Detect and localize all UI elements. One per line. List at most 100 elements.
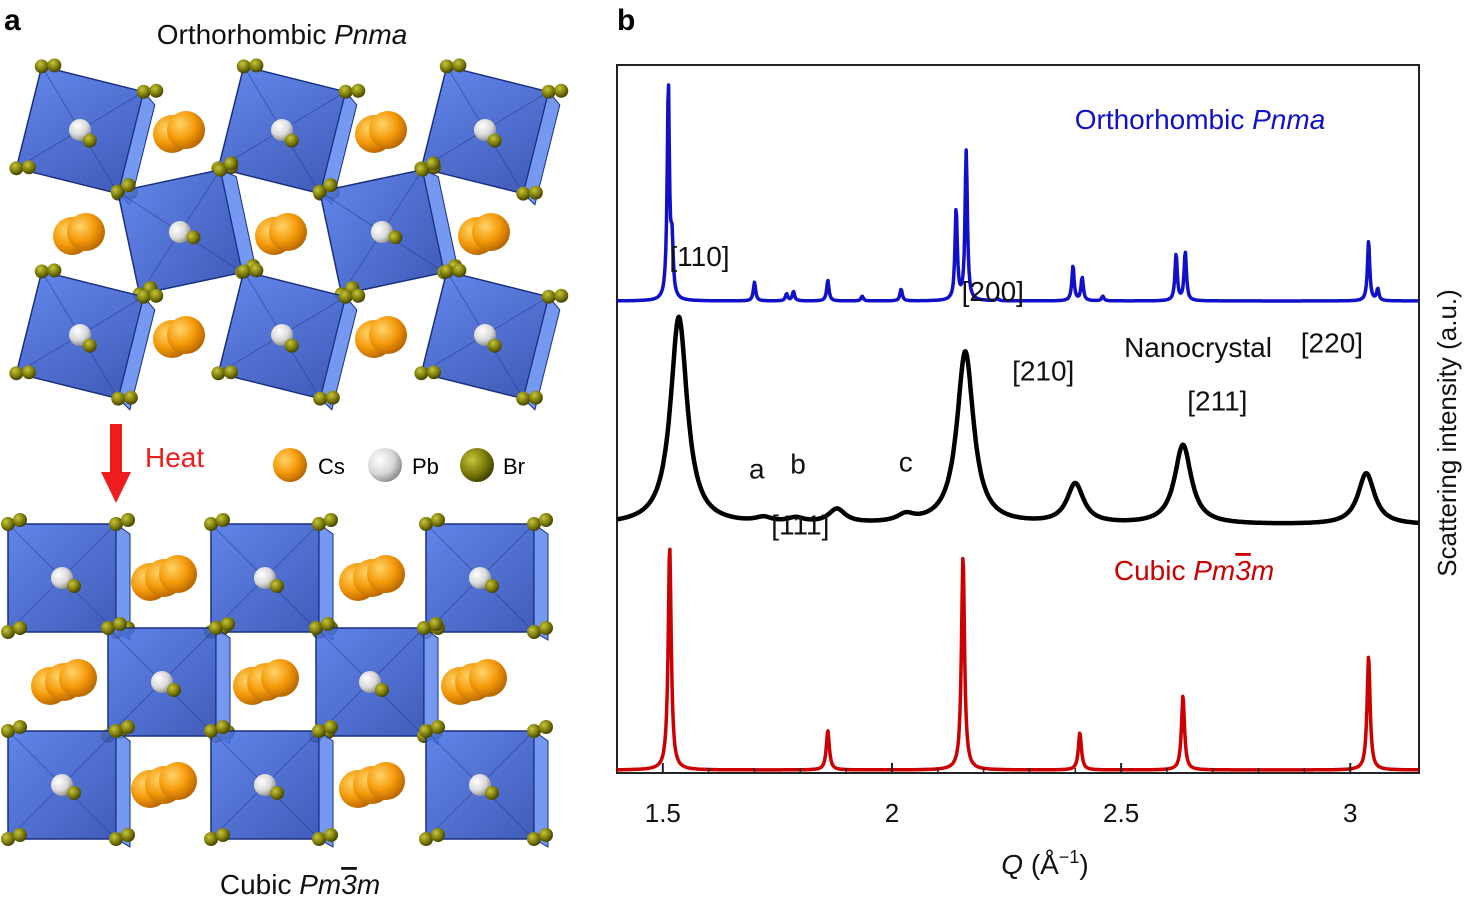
x-tick-label: 1.5: [645, 798, 681, 828]
br-atom: [82, 133, 97, 148]
br-atom: [1, 625, 15, 639]
cs-legend-icon: [273, 448, 307, 482]
br-atom: [516, 391, 531, 406]
cs-atom: [159, 555, 197, 593]
br-atom: [325, 390, 340, 405]
legend-label-br: Br: [503, 454, 525, 479]
br-atom: [313, 391, 328, 406]
top-title-prefix: Orthorhombic: [157, 19, 334, 50]
panel-a-top-title: Orthorhombic Pnma: [157, 19, 408, 50]
pbbr6-octahedron: [110, 156, 261, 302]
br-atom: [270, 786, 284, 800]
series-line-cubic: [615, 547, 1420, 772]
pbbr6-octahedron: [211, 263, 366, 411]
cs-atom: [159, 762, 197, 800]
br-atom: [527, 625, 541, 639]
br-atom: [485, 786, 499, 800]
peak-annotation: [210]: [1012, 355, 1074, 386]
cs-atom: [469, 659, 507, 697]
cs-atom: [472, 213, 510, 251]
cs-atom: [167, 316, 205, 354]
pbbr6-octahedron: [204, 720, 338, 848]
br-atom: [204, 517, 218, 531]
pbbr6-octahedron: [419, 720, 553, 848]
br-atom: [13, 621, 27, 635]
br-atom: [67, 579, 81, 593]
br-atom: [321, 617, 335, 631]
br-atom: [123, 390, 138, 405]
br-atom: [9, 366, 24, 381]
heat-arrow: [101, 424, 131, 503]
br-atom: [541, 84, 556, 99]
br-atom: [541, 289, 556, 304]
br-atom: [209, 621, 223, 635]
cs-atom: [369, 111, 407, 149]
cubic-label-m: m: [1251, 555, 1274, 586]
br-atom: [539, 828, 553, 842]
br-atom: [136, 84, 151, 99]
pb-atom: [169, 221, 191, 243]
peak-annotation: [211]: [1187, 386, 1247, 417]
br-atom: [101, 621, 115, 635]
pbbr6-octahedron: [312, 156, 463, 302]
heat-label: Heat: [145, 442, 204, 473]
br-atom: [324, 720, 338, 734]
br-atom: [13, 828, 27, 842]
br-atom: [528, 185, 543, 200]
br-atom: [452, 58, 467, 73]
br-atom: [249, 263, 264, 278]
br-atom: [121, 828, 135, 842]
pbbr6-octahedron: [1, 720, 135, 848]
series-label-nanocrystal: Nanocrystal: [1124, 332, 1272, 363]
br-atom: [109, 517, 123, 531]
br-atom: [121, 720, 135, 734]
br-atom: [452, 263, 467, 278]
br-atom: [388, 230, 403, 245]
br-atom: [149, 83, 164, 98]
panel-a-label: a: [4, 4, 21, 37]
pbbr6-octahedron: [9, 263, 164, 411]
br-atom: [34, 264, 49, 279]
series-layer: [615, 83, 1421, 772]
x-axis-ticks: 1.5 2 2.5 3: [645, 763, 1357, 828]
br-atom: [415, 162, 430, 177]
panel-a: a Orthorhombic Pnma Heat Cs Pb Br Cubic …: [1, 4, 569, 897]
bottom-title-bar3: 3: [341, 869, 357, 897]
x-tick-label: 2.5: [1103, 798, 1139, 828]
cs-atom: [367, 762, 405, 800]
series-line-orthorhombic: [615, 83, 1420, 303]
cs-atom: [369, 316, 407, 354]
br-atom: [429, 617, 443, 631]
series-label-cubic: Cubic Pm3m: [1114, 555, 1274, 586]
br-atom: [9, 161, 24, 176]
legend-label-cs: Cs: [318, 454, 345, 479]
br-atom: [426, 365, 441, 380]
br-atom: [439, 59, 454, 74]
br-atom: [324, 513, 338, 527]
br-atom: [554, 288, 569, 303]
br-legend-icon: [460, 448, 494, 482]
br-atom: [417, 621, 431, 635]
br-atom: [323, 178, 338, 193]
top-title-italic: Pnma: [334, 19, 407, 50]
br-atom: [351, 288, 366, 303]
pbbr6-octahedron: [9, 58, 164, 206]
br-atom: [213, 162, 228, 177]
cs-atom: [167, 111, 205, 149]
br-atom: [221, 617, 235, 631]
x-axis-symbol: Q: [1001, 849, 1023, 880]
br-atom: [236, 59, 251, 74]
br-atom: [539, 720, 553, 734]
br-atom: [431, 513, 445, 527]
br-atom: [1, 724, 15, 738]
x-tick-label: 2: [885, 798, 899, 828]
panel-b: b 1.5 2 2.5 3 [110] [200] [210] [220] [111] [211…: [615, 4, 1462, 880]
pbbr6-octahedron: [419, 513, 553, 641]
panel-a-bottom-title: Cubic Pm3m: [220, 869, 380, 897]
legend-label-pb: Pb: [412, 454, 439, 479]
br-atom: [539, 621, 553, 635]
cs-atom: [261, 659, 299, 697]
panel-b-label: b: [617, 4, 635, 37]
br-atom: [324, 828, 338, 842]
